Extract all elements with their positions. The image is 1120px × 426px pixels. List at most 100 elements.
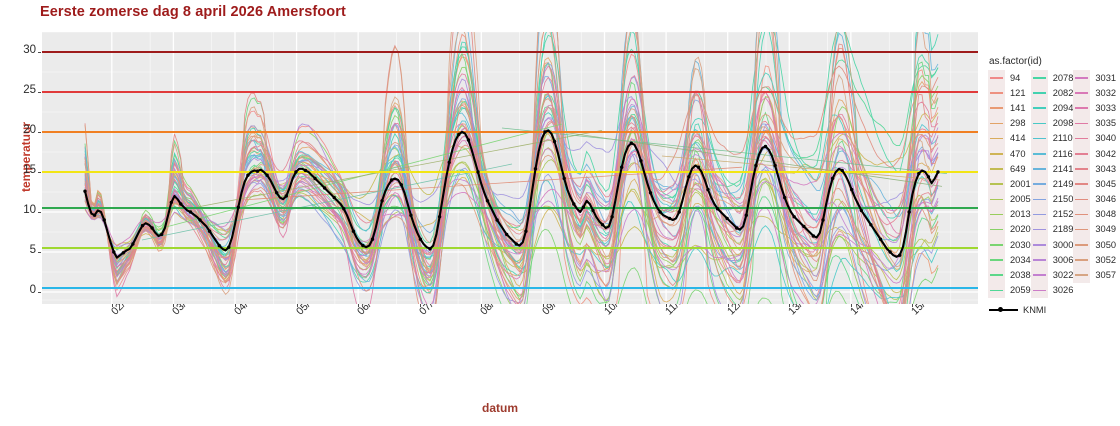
legend-key-3032[interactable]: 3032 [1073, 85, 1116, 101]
legend-key-3035[interactable]: 3035 [1073, 115, 1116, 131]
x-tick-mark-10 [727, 304, 729, 307]
legend-key-2030[interactable]: 2030 [988, 237, 1031, 253]
legend-key-2094[interactable]: 2094 [1030, 100, 1073, 116]
knmi-point [754, 163, 758, 168]
legend-key-3043[interactable]: 3043 [1073, 161, 1116, 177]
legend-key-3040[interactable]: 3040 [1073, 130, 1116, 146]
x-tick-mark-9 [666, 304, 668, 307]
knmi-point [121, 251, 126, 255]
knmi-point [773, 163, 777, 168]
knmi-point [332, 195, 336, 200]
knmi-point [859, 208, 863, 213]
legend-key-2189[interactable]: 2189 [1030, 221, 1073, 238]
legend-label: 2149 [1052, 178, 1074, 189]
legend-key-2149[interactable]: 2149 [1030, 176, 1074, 192]
knmi-point [160, 232, 164, 237]
legend-swatch-icon [988, 115, 1005, 131]
legend-key-3046[interactable]: 3046 [1073, 191, 1116, 207]
legend-swatch-icon [988, 282, 1005, 298]
legend-key-3006[interactable]: 3006 [1030, 252, 1073, 268]
x-tick-mark-13 [912, 304, 914, 307]
knmi-point [648, 191, 653, 195]
legend-swatch-icon [1030, 100, 1048, 116]
reference-lines [42, 51, 978, 289]
knmi-point [514, 242, 518, 246]
legend-label: 3022 [1052, 270, 1074, 281]
legend-key-414[interactable]: 414 [988, 130, 1031, 146]
knmi-point [447, 160, 451, 165]
legend-key-298[interactable]: 298 [988, 115, 1031, 131]
legend-columns: 94 121 141 298 414 470 649 2001 2005 2013 2020 2030… [988, 70, 1120, 298]
legend-key-2082[interactable]: 2082 [1030, 85, 1073, 101]
legend-key-2059[interactable]: 2059 [988, 282, 1031, 298]
legend-key-2005[interactable]: 2005 [988, 191, 1031, 207]
knmi-point [830, 176, 835, 181]
legend-key-3052[interactable]: 3052 [1073, 252, 1116, 268]
knmi-point [380, 199, 384, 203]
ensemble-member-line [84, 92, 939, 304]
y-tick-mark-0 [38, 292, 41, 293]
legend-key-3000[interactable]: 3000 [1030, 237, 1073, 253]
legend-key-knmi: KNMI [988, 305, 1120, 315]
legend-label: 3050 [1095, 239, 1117, 250]
legend-swatch-icon [1030, 252, 1048, 268]
legend-key-2152[interactable]: 2152 [1030, 206, 1073, 222]
knmi-point [370, 237, 375, 241]
legend-key-141[interactable]: 141 [988, 100, 1031, 116]
knmi-point [102, 218, 106, 222]
legend-swatch-icon [988, 145, 1005, 162]
legend-key-3026[interactable]: 3026 [1030, 282, 1074, 298]
legend-swatch-icon [1073, 237, 1091, 253]
x-tick-mark-6 [481, 304, 483, 307]
knmi-line-icon [989, 305, 1018, 315]
legend-label: 3026 [1052, 285, 1074, 296]
legend-key-3050[interactable]: 3050 [1073, 237, 1117, 253]
legend-key-2116[interactable]: 2116 [1030, 145, 1074, 162]
legend-key-2110[interactable]: 2110 [1030, 130, 1074, 146]
legend-swatch-icon [1030, 206, 1048, 222]
legend-key-2034[interactable]: 2034 [988, 252, 1031, 268]
legend-key-3033[interactable]: 3033 [1073, 100, 1116, 116]
knmi-point [169, 200, 173, 205]
legend-knmi-label: KNMI [1023, 304, 1047, 315]
legend-label: 2078 [1052, 72, 1074, 83]
legend-key-2013[interactable]: 2013 [988, 206, 1031, 222]
legend-key-3022[interactable]: 3022 [1030, 267, 1074, 283]
legend-key-2078[interactable]: 2078 [1030, 70, 1074, 86]
legend-key-2098[interactable]: 2098 [1030, 115, 1073, 131]
ensemble-member-line [84, 98, 939, 304]
legend-key-94[interactable]: 94 [988, 70, 1031, 86]
legend-key-121[interactable]: 121 [988, 85, 1031, 101]
legend-key-2001[interactable]: 2001 [988, 176, 1031, 192]
legend-key-2038[interactable]: 2038 [988, 267, 1031, 283]
legend-key-649[interactable]: 649 [988, 161, 1031, 177]
ensemble-member-line [84, 32, 939, 296]
legend-key-3031[interactable]: 3031 [1073, 70, 1116, 86]
legend-key-3045[interactable]: 3045 [1073, 176, 1116, 192]
knmi-point [275, 191, 279, 195]
legend-key-3042[interactable]: 3042 [1073, 145, 1116, 162]
knmi-point [83, 189, 87, 193]
ensemble-member-line [84, 32, 939, 304]
knmi-point [552, 139, 557, 144]
legend-label: 141 [1010, 102, 1026, 113]
legend-key-3057[interactable]: 3057 [1073, 267, 1116, 283]
knmi-point [936, 170, 940, 174]
knmi-point [783, 195, 787, 200]
legend-label: 2013 [1010, 209, 1031, 220]
legend-swatch-icon [1073, 85, 1091, 101]
legend-key-2150[interactable]: 2150 [1030, 191, 1073, 207]
legend-swatch-icon [1073, 100, 1091, 116]
legend-key-2141[interactable]: 2141 [1030, 161, 1073, 177]
legend-swatch-icon [1030, 282, 1048, 298]
knmi-point [265, 173, 269, 177]
legend-key-3049[interactable]: 3049 [1073, 221, 1116, 238]
knmi-point [715, 207, 720, 211]
y-tick-label-5: 5 [29, 244, 36, 256]
knmi-point [629, 141, 633, 145]
legend-key-470[interactable]: 470 [988, 145, 1031, 162]
knmi-point [792, 215, 796, 219]
legend-key-2020[interactable]: 2020 [988, 221, 1031, 238]
knmi-point [735, 226, 739, 230]
legend-key-3048[interactable]: 3048 [1073, 206, 1116, 222]
